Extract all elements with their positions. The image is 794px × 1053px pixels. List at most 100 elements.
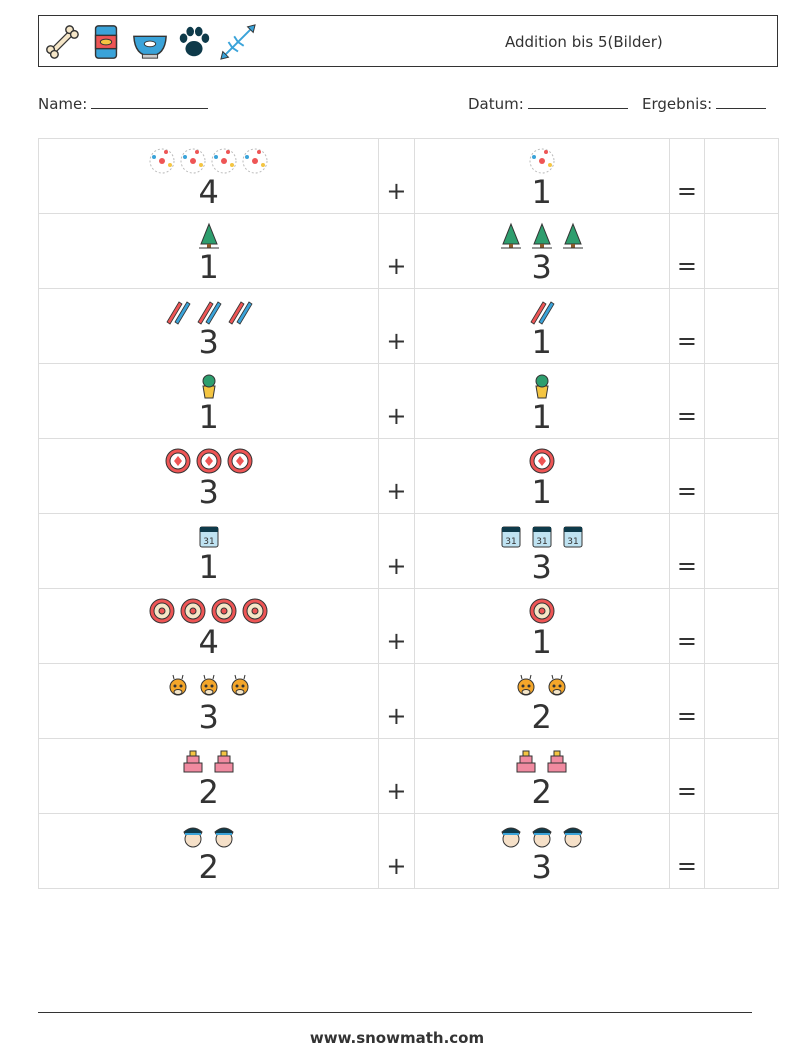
equals-sign: =	[676, 402, 697, 430]
answer-cell[interactable]	[703, 288, 780, 364]
plus-cell: +	[378, 363, 415, 439]
picture-group	[39, 222, 378, 250]
answer-cell[interactable]	[703, 363, 780, 439]
picture-group	[415, 372, 669, 400]
svg-text:31: 31	[203, 537, 214, 547]
crayons-icon	[530, 301, 555, 325]
operand-number: 1	[531, 623, 552, 661]
footer-url[interactable]: www.snowmath.com	[309, 1029, 485, 1047]
date-field[interactable]: Datum:	[468, 94, 628, 113]
picture-group	[415, 447, 669, 475]
exercise-table: 4 +1 = 1 +3 = 3 +1 = 1 +1 = 3 +1 = 31 1 +31 31 31 3 = 4 +1 = 3 +2 =…	[37, 138, 780, 889]
plus-cell: +	[378, 213, 415, 289]
picture-group	[415, 672, 669, 700]
calendar-icon: 31	[563, 526, 583, 548]
plus-cell: +	[378, 738, 415, 814]
operand-cell: 1	[413, 363, 670, 439]
exercise-row: 3 +2 =	[37, 663, 780, 739]
exercise-row: 2 +2 =	[37, 738, 780, 814]
plus-sign: +	[386, 852, 407, 880]
operand-number: 3	[198, 698, 219, 736]
dartboard-icon	[242, 598, 268, 624]
giraffe-icon	[231, 674, 249, 696]
plus-sign: +	[386, 552, 407, 580]
picture-group	[39, 297, 378, 325]
answer-cell[interactable]	[703, 138, 780, 214]
plus-cell: +	[378, 138, 415, 214]
atom-icon	[529, 148, 555, 174]
equals-cell: =	[668, 363, 705, 439]
picture-group	[39, 747, 378, 775]
giraffe-icon	[169, 674, 187, 696]
plus-cell: +	[378, 663, 415, 739]
picture-group	[39, 372, 378, 400]
header-icons	[43, 21, 257, 63]
crayons-icon	[228, 301, 253, 325]
svg-text:31: 31	[567, 537, 578, 547]
cake-icon	[183, 750, 203, 773]
picture-group: 31 31 31	[415, 522, 669, 550]
operand-cell: 1	[413, 138, 670, 214]
plus-sign: +	[386, 177, 407, 205]
date-blank[interactable]	[527, 94, 628, 109]
operand-number: 1	[531, 323, 552, 361]
calendar-icon: 31	[532, 526, 552, 548]
equals-cell: =	[668, 513, 705, 589]
picture-group	[415, 147, 669, 175]
equals-cell: =	[668, 813, 705, 889]
name-blank[interactable]	[91, 94, 209, 109]
plus-sign: +	[386, 402, 407, 430]
operand-cell: 3	[413, 213, 670, 289]
equals-cell: =	[668, 738, 705, 814]
crayons-icon	[197, 301, 222, 325]
operand-number: 2	[198, 848, 219, 886]
equals-sign: =	[676, 252, 697, 280]
giraffe-icon	[200, 674, 218, 696]
poker-chip-icon	[196, 448, 222, 474]
giraffe-icon	[517, 674, 535, 696]
answer-cell[interactable]	[703, 738, 780, 814]
operand-cell: 31 1	[37, 513, 380, 589]
exercise-row: 3 +1 =	[37, 288, 780, 364]
svg-text:31: 31	[505, 537, 516, 547]
operand-number: 1	[198, 248, 219, 286]
calendar-icon: 31	[199, 526, 219, 548]
picture-group	[415, 297, 669, 325]
dartboard-icon	[149, 598, 175, 624]
operand-cell: 31 31 31 3	[413, 513, 670, 589]
operand-cell: 4	[37, 138, 380, 214]
operand-number: 1	[198, 548, 219, 586]
operand-cell: 2	[413, 663, 670, 739]
answer-cell[interactable]	[703, 213, 780, 289]
equals-cell: =	[668, 288, 705, 364]
answer-cell[interactable]	[703, 588, 780, 664]
picture-group	[415, 822, 669, 850]
operand-cell: 3	[413, 813, 670, 889]
picture-group	[39, 822, 378, 850]
result-blank[interactable]	[716, 94, 767, 109]
answer-cell[interactable]	[703, 513, 780, 589]
plus-sign: +	[386, 477, 407, 505]
result-field[interactable]: Ergebnis:	[642, 94, 767, 113]
name-field[interactable]: Name:	[38, 94, 209, 113]
picture-group	[415, 222, 669, 250]
picture-group	[39, 597, 378, 625]
operand-number: 4	[198, 173, 219, 211]
potted-plant-icon	[202, 374, 216, 399]
exercise-row: 3 +1 =	[37, 438, 780, 514]
operand-number: 2	[531, 773, 552, 811]
answer-cell[interactable]	[703, 438, 780, 514]
equals-sign: =	[676, 627, 697, 655]
crayons-icon	[166, 301, 191, 325]
operand-cell: 3	[37, 288, 380, 364]
answer-cell[interactable]	[703, 813, 780, 889]
pine-tree-icon	[500, 222, 521, 249]
exercise-row: 31 1 +31 31 31 3 =	[37, 513, 780, 589]
answer-cell[interactable]	[703, 663, 780, 739]
operand-cell: 1	[413, 288, 670, 364]
operand-cell: 2	[37, 738, 380, 814]
operand-number: 3	[531, 248, 552, 286]
picture-group: 31	[39, 522, 378, 550]
atom-icon	[211, 148, 237, 174]
operand-cell: 3	[37, 663, 380, 739]
